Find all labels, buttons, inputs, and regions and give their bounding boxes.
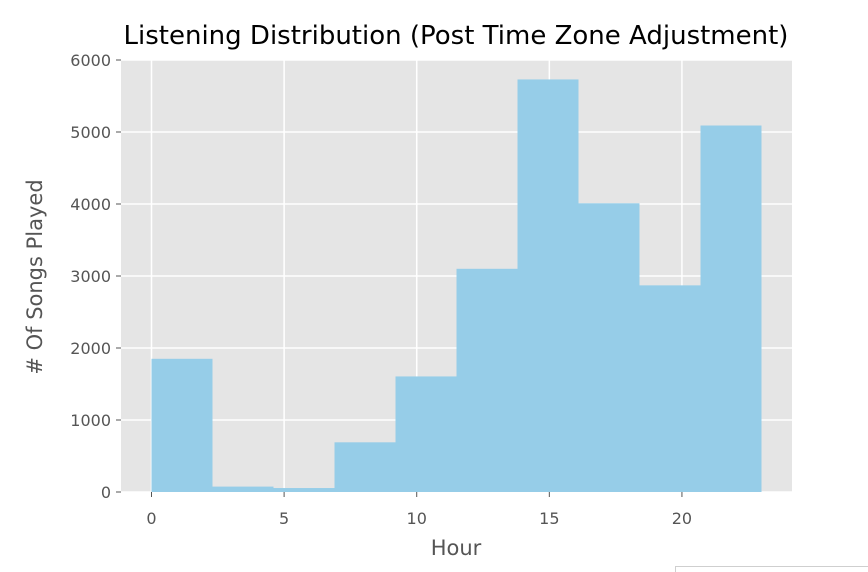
plot-area: 0 5 10 15 20 0 1000 2000 3000 4000 5000 6000 bbox=[70, 51, 792, 528]
output-scroll-edge bbox=[675, 566, 868, 572]
x-tick-label: 10 bbox=[407, 509, 427, 528]
y-tick-label: 0 bbox=[101, 483, 111, 502]
x-tick-label: 0 bbox=[146, 509, 156, 528]
histogram-bar bbox=[456, 268, 518, 492]
histogram-bar bbox=[700, 125, 762, 493]
x-tick-label: 5 bbox=[279, 509, 289, 528]
histogram-bar bbox=[151, 358, 213, 492]
y-tick-label: 1000 bbox=[70, 411, 111, 430]
y-tick-label: 6000 bbox=[70, 51, 111, 70]
histogram-bar bbox=[578, 203, 640, 492]
histogram-bar bbox=[273, 488, 335, 492]
histogram-bar bbox=[517, 79, 579, 492]
histogram-bar bbox=[639, 285, 701, 492]
x-tick-label: 15 bbox=[539, 509, 559, 528]
histogram-bar bbox=[212, 486, 274, 492]
histogram-bar bbox=[334, 442, 396, 492]
x-axis-label: Hour bbox=[431, 536, 482, 560]
y-tick-label: 2000 bbox=[70, 339, 111, 358]
chart-title: Listening Distribution (Post Time Zone A… bbox=[124, 21, 789, 51]
y-tick-label: 5000 bbox=[70, 123, 111, 142]
histogram-bar bbox=[395, 376, 457, 492]
y-tick-label: 4000 bbox=[70, 195, 111, 214]
y-tick-label: 3000 bbox=[70, 267, 111, 286]
x-tick-label: 20 bbox=[672, 509, 692, 528]
y-axis-label: # Of Songs Played bbox=[23, 179, 47, 374]
